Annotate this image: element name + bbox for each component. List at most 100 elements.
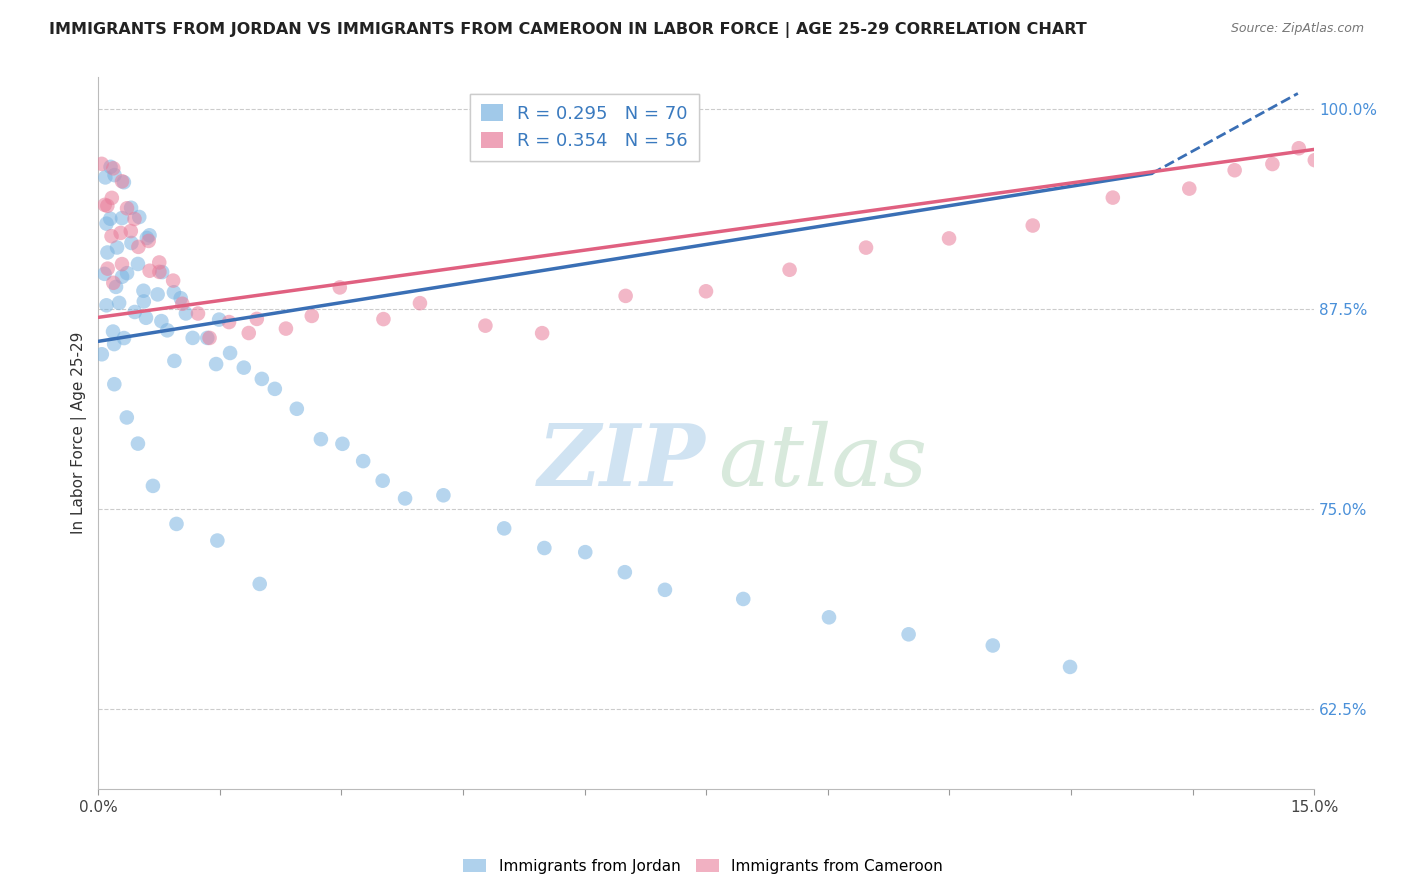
Point xyxy=(132,294,155,309)
Point xyxy=(1340,165,1362,179)
Point xyxy=(96,217,118,231)
Point xyxy=(250,372,273,386)
Point xyxy=(166,516,188,531)
Point xyxy=(150,314,173,328)
Point xyxy=(96,298,118,312)
Point xyxy=(695,285,717,299)
Point xyxy=(93,198,115,212)
Point xyxy=(163,354,186,368)
Point xyxy=(146,287,169,301)
Point xyxy=(373,312,395,326)
Point xyxy=(111,211,134,225)
Text: IMMIGRANTS FROM JORDAN VS IMMIGRANTS FROM CAMEROON IN LABOR FORCE | AGE 25-29 CO: IMMIGRANTS FROM JORDAN VS IMMIGRANTS FRO… xyxy=(49,22,1087,38)
Point xyxy=(232,360,254,375)
Point xyxy=(263,382,285,396)
Point xyxy=(1353,124,1375,138)
Point xyxy=(187,306,209,320)
Point xyxy=(198,331,221,345)
Point xyxy=(531,326,554,340)
Point xyxy=(1393,128,1406,142)
Point xyxy=(1386,112,1406,127)
Point xyxy=(148,265,170,279)
Point xyxy=(1330,152,1353,166)
Point xyxy=(103,276,125,290)
Point xyxy=(111,257,134,271)
Point xyxy=(124,211,146,226)
Legend: Immigrants from Jordan, Immigrants from Cameroon: Immigrants from Jordan, Immigrants from … xyxy=(457,853,949,880)
Point xyxy=(409,296,432,310)
Point xyxy=(1059,660,1081,674)
Point xyxy=(90,347,112,361)
Point xyxy=(124,305,146,319)
Point xyxy=(115,201,138,215)
Point xyxy=(120,235,142,250)
Point xyxy=(108,296,131,310)
Point xyxy=(115,410,138,425)
Point xyxy=(1223,163,1246,178)
Point xyxy=(218,315,240,329)
Point xyxy=(1101,191,1123,205)
Point xyxy=(111,174,134,188)
Point xyxy=(100,229,122,244)
Point xyxy=(432,488,454,502)
Text: atlas: atlas xyxy=(718,420,928,503)
Point xyxy=(494,521,516,535)
Point xyxy=(138,234,160,248)
Point xyxy=(150,265,173,279)
Point xyxy=(1178,181,1201,195)
Point xyxy=(93,267,115,281)
Point xyxy=(112,175,135,189)
Point xyxy=(246,312,269,326)
Point xyxy=(1367,134,1389,148)
Point xyxy=(94,170,117,185)
Y-axis label: In Labor Force | Age 25-29: In Labor Force | Age 25-29 xyxy=(72,332,87,534)
Point xyxy=(138,264,160,278)
Point xyxy=(207,533,229,548)
Point xyxy=(170,291,193,305)
Point xyxy=(103,161,125,176)
Point xyxy=(120,224,142,238)
Point xyxy=(100,160,122,174)
Point xyxy=(97,261,120,276)
Point xyxy=(1261,157,1284,171)
Point xyxy=(309,432,332,446)
Text: ZIP: ZIP xyxy=(538,420,706,503)
Point xyxy=(98,211,121,226)
Point xyxy=(120,201,142,215)
Point xyxy=(855,241,877,255)
Point xyxy=(897,627,920,641)
Point xyxy=(105,240,128,254)
Point xyxy=(981,639,1004,653)
Point xyxy=(614,289,637,303)
Point xyxy=(181,331,204,345)
Point xyxy=(127,436,149,450)
Point xyxy=(613,565,636,579)
Point xyxy=(101,325,124,339)
Point xyxy=(352,454,374,468)
Point xyxy=(1288,141,1310,155)
Point xyxy=(115,266,138,280)
Point xyxy=(103,337,125,351)
Point xyxy=(1303,153,1326,168)
Point xyxy=(274,321,297,335)
Point xyxy=(156,323,179,337)
Point xyxy=(779,262,801,277)
Point xyxy=(148,255,170,269)
Point xyxy=(138,228,160,243)
Point xyxy=(172,297,194,311)
Point xyxy=(301,309,323,323)
Point xyxy=(132,284,155,298)
Point xyxy=(103,377,125,392)
Point xyxy=(96,245,118,260)
Point xyxy=(208,312,231,326)
Legend: R = 0.295   N = 70, R = 0.354   N = 56: R = 0.295 N = 70, R = 0.354 N = 56 xyxy=(471,94,699,161)
Point xyxy=(111,269,134,284)
Point xyxy=(96,199,118,213)
Point xyxy=(127,240,149,254)
Point xyxy=(654,582,676,597)
Point xyxy=(219,346,242,360)
Point xyxy=(135,310,157,325)
Text: Source: ZipAtlas.com: Source: ZipAtlas.com xyxy=(1230,22,1364,36)
Point xyxy=(162,274,184,288)
Point xyxy=(205,357,228,371)
